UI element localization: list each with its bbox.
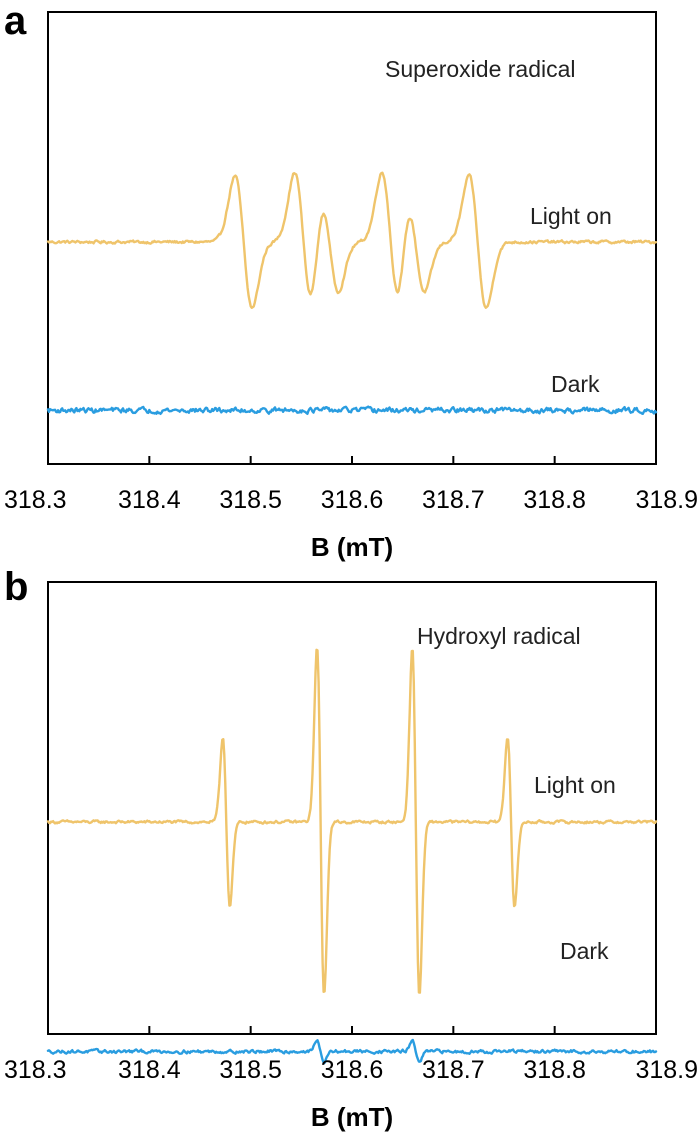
panel-b: b Hydroxyl radical Light on Dark 318.3 31…	[4, 565, 698, 1132]
panel-b-x-tick-label: 318.8	[523, 1056, 586, 1084]
panel-a-title: Superoxide radical	[385, 56, 576, 82]
panel-a-x-tick-label: 318.9	[635, 486, 698, 514]
panel-a-x-tick-label: 318.6	[321, 486, 384, 514]
panel-a-dark-label: Dark	[551, 371, 600, 397]
panel-a-x-tick-label: 318.3	[4, 486, 67, 514]
panel-b-x-tick-label: 318.9	[635, 1056, 698, 1084]
panel-b-dark-trace	[46, 1038, 658, 1065]
panel-a-light-on-label: Light on	[530, 203, 612, 229]
panel-b-plot-frame	[47, 581, 657, 1035]
panel-a-x-tick-label: 318.7	[422, 486, 485, 514]
panel-a-traces	[46, 171, 658, 415]
panel-b-light-on-label: Light on	[534, 772, 616, 798]
panel-b-x-tick-label: 318.3	[4, 1056, 67, 1084]
panel-b-x-tick-label: 318.7	[422, 1056, 485, 1084]
panel-b-x-tick-label: 318.6	[321, 1056, 384, 1084]
panel-b-light-on-trace	[46, 648, 658, 994]
panel-b-title: Hydroxyl radical	[417, 623, 581, 649]
panel-b-x-tick-label: 318.5	[219, 1056, 282, 1084]
panel-a-x-axis-ticks: 318.3 318.4 318.5 318.6 318.7 318.8 318.9	[4, 456, 698, 514]
panel-b-dark-label: Dark	[560, 938, 609, 964]
panel-a-x-axis-title: B (mT)	[311, 532, 393, 562]
panel-a-x-tick-label: 318.4	[118, 486, 181, 514]
panel-a-label: a	[4, 0, 27, 43]
panel-b-traces	[46, 648, 658, 1065]
panel-a-dark-trace	[46, 405, 658, 415]
panel-a: a Superoxide radical Light on Dark 318.3…	[4, 0, 698, 562]
panel-a-x-tick-label: 318.5	[219, 486, 282, 514]
panel-b-x-axis-ticks: 318.3 318.4 318.5 318.6 318.7 318.8 318.9	[4, 1026, 698, 1084]
panel-b-x-axis-title: B (mT)	[311, 1102, 393, 1132]
panel-a-light-on-trace	[46, 171, 658, 309]
panel-b-x-tick-label: 318.4	[118, 1056, 181, 1084]
panel-a-x-tick-label: 318.8	[523, 486, 586, 514]
panel-b-label: b	[4, 565, 28, 609]
